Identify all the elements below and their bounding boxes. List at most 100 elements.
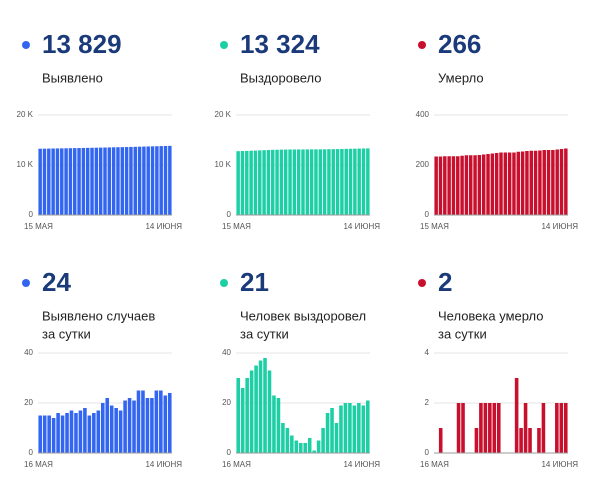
bar (529, 150, 533, 215)
x-tick-label: 14 ИЮНЯ (145, 460, 182, 469)
bar (528, 428, 532, 453)
bar (499, 152, 503, 215)
bar (155, 146, 159, 215)
bar (77, 148, 81, 215)
bar (438, 156, 443, 215)
bar (83, 408, 87, 453)
bar (327, 149, 331, 215)
bar (78, 410, 83, 453)
bar (298, 443, 303, 453)
bar (538, 150, 542, 215)
bar (65, 413, 69, 453)
bar (132, 400, 136, 453)
bar (249, 370, 254, 453)
y-tick-label: 0 (227, 210, 232, 219)
bar (296, 149, 301, 215)
bar (339, 405, 343, 453)
bar (551, 150, 555, 215)
bar (348, 148, 353, 215)
metric-label: Выявлено (42, 70, 103, 85)
bar (254, 365, 258, 453)
x-tick-label: 14 ИЮНЯ (541, 460, 578, 469)
bar (109, 405, 114, 453)
x-tick-label: 15 МАЯ (24, 222, 53, 231)
bar (154, 390, 159, 453)
bar (276, 398, 281, 453)
bar (146, 146, 150, 215)
bar (555, 149, 559, 215)
bar (159, 146, 163, 215)
bar (90, 147, 94, 215)
bar (141, 390, 145, 453)
bar (443, 156, 447, 215)
y-tick-label: 40 (222, 348, 231, 357)
bar (111, 147, 116, 215)
bar (451, 156, 456, 215)
bar (488, 403, 492, 453)
bar (288, 149, 292, 215)
metric-label: Человека умерло (438, 308, 544, 323)
bar (516, 151, 521, 215)
bar (60, 415, 65, 453)
bar (361, 148, 366, 215)
bar (496, 403, 501, 453)
bar (353, 148, 357, 215)
bar (163, 395, 168, 453)
bar (272, 395, 276, 453)
bar (38, 148, 42, 215)
bar (460, 155, 464, 215)
y-tick-label: 20 K (215, 110, 232, 119)
bar (292, 149, 297, 215)
bar (275, 149, 279, 215)
y-tick-label: 10 K (17, 160, 34, 169)
y-tick-label: 40 (24, 348, 33, 357)
bar (334, 423, 339, 453)
bar (318, 149, 323, 215)
bar (94, 147, 99, 215)
bar (245, 378, 249, 453)
bar (469, 155, 473, 215)
bar (361, 405, 366, 453)
bar (240, 151, 245, 215)
y-tick-label: 200 (416, 160, 430, 169)
bar (68, 148, 73, 215)
bar (331, 149, 335, 215)
bar (365, 400, 370, 453)
bar (127, 398, 132, 453)
bar (262, 150, 266, 215)
bar (51, 148, 55, 215)
bar (103, 147, 107, 215)
y-tick-label: 4 (425, 348, 430, 357)
bar (116, 147, 120, 215)
bar (330, 408, 334, 453)
status-dot (220, 41, 228, 49)
bar (564, 148, 568, 215)
bar (486, 154, 490, 215)
headline-number: 13 829 (42, 29, 122, 59)
bar (546, 150, 551, 215)
bar (307, 438, 312, 453)
bar (357, 403, 361, 453)
x-tick-label: 16 МАЯ (24, 460, 53, 469)
bar (168, 145, 172, 215)
bar (85, 147, 90, 215)
bar (267, 370, 272, 453)
x-tick-label: 15 МАЯ (222, 222, 251, 231)
x-tick-label: 14 ИЮНЯ (145, 222, 182, 231)
bar (129, 146, 133, 215)
bar (47, 415, 51, 453)
bar (314, 149, 318, 215)
bar (483, 403, 488, 453)
x-tick-label: 16 МАЯ (222, 460, 251, 469)
bar (124, 147, 129, 215)
bar (523, 403, 528, 453)
bar (303, 443, 308, 453)
bar (38, 415, 43, 453)
bar (503, 152, 508, 215)
bar (494, 153, 499, 215)
bar (136, 390, 141, 453)
bar (335, 149, 340, 215)
bar (150, 398, 154, 453)
bar (56, 413, 60, 453)
